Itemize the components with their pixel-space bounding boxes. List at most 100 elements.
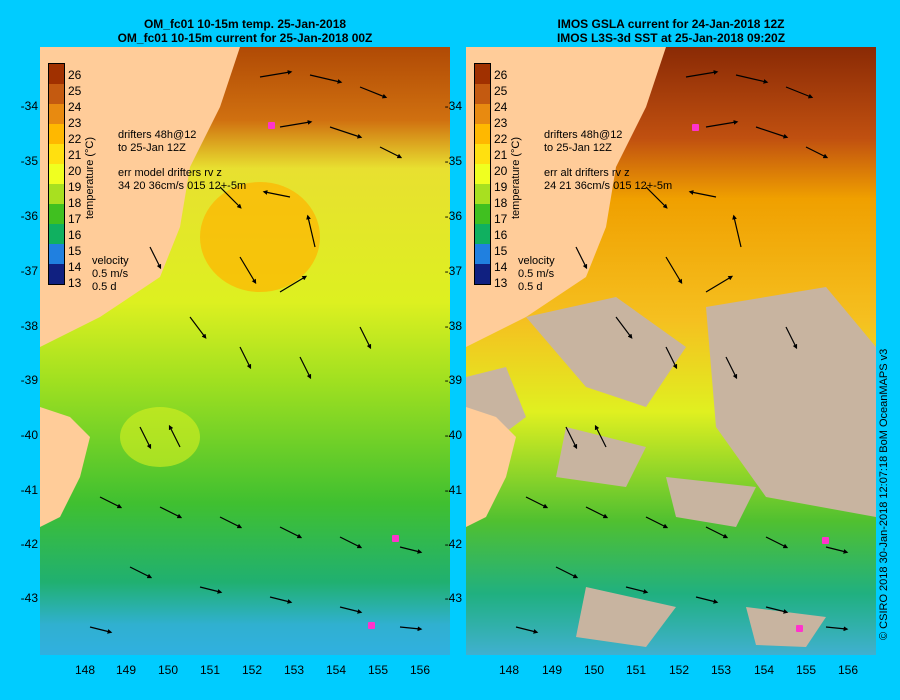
right-cb-label-14: 14 — [494, 260, 508, 274]
right-map-field — [466, 47, 876, 655]
left-err-line1: err model drifters rv z — [118, 167, 222, 179]
left-velocity-key: velocity 0.5 m/s 0.5 d — [92, 255, 129, 294]
right-lon-label: 156 — [837, 663, 859, 677]
right-lat-label: -34 — [444, 99, 462, 113]
left-lon-label: 150 — [157, 663, 179, 677]
left-drifter-marker — [368, 622, 375, 629]
right-title-line1: IMOS GSLA current for 24-Jan-2018 12Z — [557, 17, 785, 31]
left-drifter-note: drifters 48h@12 to 25-Jan 12Z — [118, 129, 196, 155]
credit-text: © CSIRO 2018 30-Jan-2018 12:07:18 BoM Oc… — [878, 348, 890, 640]
left-err-note: err model drifters rv z 34 20 36cm/s 015… — [118, 167, 246, 193]
right-lat-label: -35 — [444, 154, 462, 168]
left-lat-label: -37 — [20, 264, 38, 278]
right-cb-label-22: 22 — [494, 132, 508, 146]
right-lon-label: 155 — [795, 663, 817, 677]
left-arrow-field — [89, 70, 423, 634]
right-drifter-note: drifters 48h@12 to 25-Jan 12Z — [544, 129, 622, 155]
right-title-line2: IMOS L3S-3d SST at 25-Jan-2018 09:20Z — [556, 31, 786, 45]
right-cb-label-13: 13 — [494, 276, 508, 290]
left-drifter-line2: to 25-Jan 12Z — [118, 142, 186, 154]
right-cb-label-25: 25 — [494, 84, 508, 98]
left-cb-label-19: 19 — [68, 180, 82, 194]
left-cb-label-16: 16 — [68, 228, 82, 242]
left-cb-label-21: 21 — [68, 148, 82, 162]
right-lon-label: 150 — [583, 663, 605, 677]
right-lat-label: -42 — [444, 537, 462, 551]
right-velocity-label: velocity — [518, 255, 555, 267]
right-cb-label-19: 19 — [494, 180, 508, 194]
right-drifter-marker — [796, 625, 803, 632]
left-cb-label-15: 15 — [68, 244, 82, 258]
left-drifter-marker — [268, 122, 275, 129]
right-tasmania-coast — [466, 407, 516, 527]
left-title: OM_fc01 10-15m temp. 25-Jan-2018 OM_fc01… — [40, 17, 450, 45]
right-cb-label-18: 18 — [494, 196, 508, 210]
left-cb-label-23: 23 — [68, 116, 82, 130]
left-eddy-cool — [120, 407, 200, 467]
right-cb-label-21: 21 — [494, 148, 508, 162]
left-err-line2: 34 20 36cm/s 015 12+-5m — [118, 180, 247, 192]
left-map: 26 25 24 23 22 21 20 19 18 17 16 15 14 1… — [40, 47, 450, 655]
left-colorbar-title: temperature (°C) — [84, 136, 96, 219]
right-drifter-line2: to 25-Jan 12Z — [544, 142, 612, 154]
left-cb-label-26: 26 — [68, 68, 82, 82]
left-drifter-line1: drifters 48h@12 — [118, 129, 197, 141]
right-err-note: err alt drifters rv z 24 21 36cm/s 015 1… — [544, 167, 672, 193]
right-drifter-marker — [692, 124, 699, 131]
right-lon-label: 148 — [498, 663, 520, 677]
right-lat-label: -41 — [444, 483, 462, 497]
right-err-line1: err alt drifters rv z — [544, 167, 630, 179]
left-velocity-label: velocity — [92, 255, 129, 267]
left-velocity-scale2: 0.5 d — [92, 281, 117, 293]
right-velocity-scale1: 0.5 m/s — [518, 268, 555, 280]
left-lat-label: -41 — [20, 483, 38, 497]
left-lat-label: -34 — [20, 99, 38, 113]
left-eddy-warm — [200, 182, 320, 292]
left-lat-label: -36 — [20, 209, 38, 223]
right-cb-label-23: 23 — [494, 116, 508, 130]
left-map-field — [40, 47, 450, 655]
right-drifter-marker — [822, 537, 829, 544]
left-cb-label-14: 14 — [68, 260, 82, 274]
left-lon-label: 154 — [325, 663, 347, 677]
right-lon-label: 149 — [541, 663, 563, 677]
right-lon-label: 151 — [625, 663, 647, 677]
right-cloud-mask — [466, 287, 876, 647]
right-lat-label: -39 — [444, 373, 462, 387]
left-velocity-scale1: 0.5 m/s — [92, 268, 129, 280]
right-title: IMOS GSLA current for 24-Jan-2018 12Z IM… — [466, 17, 876, 45]
right-lon-label: 153 — [710, 663, 732, 677]
left-lon-label: 151 — [199, 663, 221, 677]
left-cb-label-17: 17 — [68, 212, 82, 226]
left-tasmania-coast — [40, 407, 90, 527]
right-cb-label-20: 20 — [494, 164, 508, 178]
right-lat-label: -37 — [444, 264, 462, 278]
right-lat-label: -38 — [444, 319, 462, 333]
right-cb-label-17: 17 — [494, 212, 508, 226]
right-lat-label: -40 — [444, 428, 462, 442]
right-arrow-field — [515, 70, 849, 634]
left-lon-label: 148 — [74, 663, 96, 677]
left-drifter-marker — [392, 535, 399, 542]
left-cb-label-13: 13 — [68, 276, 82, 290]
left-lon-label: 155 — [367, 663, 389, 677]
left-lat-label: -39 — [20, 373, 38, 387]
right-map: 26 25 24 23 22 21 20 19 18 17 16 15 14 1… — [466, 47, 876, 655]
left-cb-label-25: 25 — [68, 84, 82, 98]
right-cb-label-24: 24 — [494, 100, 508, 114]
left-cb-label-20: 20 — [68, 164, 82, 178]
right-colorbar-title: temperature (°C) — [510, 136, 522, 219]
left-cb-label-24: 24 — [68, 100, 82, 114]
right-lon-label: 152 — [668, 663, 690, 677]
right-cb-label-16: 16 — [494, 228, 508, 242]
right-cb-label-26: 26 — [494, 68, 508, 82]
left-colorbar — [48, 63, 65, 285]
left-lon-label: 153 — [283, 663, 305, 677]
left-lat-label: -40 — [20, 428, 38, 442]
right-drifter-line1: drifters 48h@12 — [544, 129, 623, 141]
right-lat-label: -36 — [444, 209, 462, 223]
left-lat-label: -38 — [20, 319, 38, 333]
left-title-line1: OM_fc01 10-15m temp. 25-Jan-2018 — [143, 17, 347, 31]
left-ocean — [40, 47, 450, 655]
right-lon-label: 154 — [753, 663, 775, 677]
